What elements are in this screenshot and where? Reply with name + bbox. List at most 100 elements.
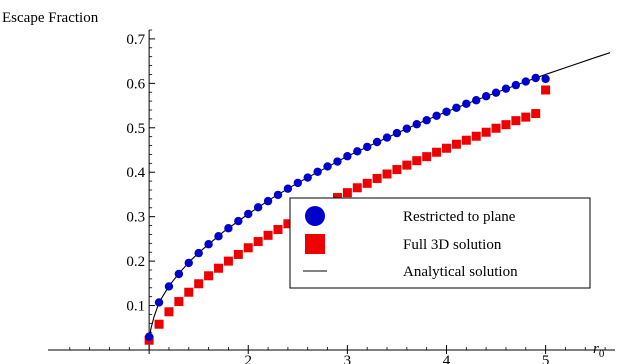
series-full-3d-point — [372, 173, 382, 183]
series-restricted-point — [392, 128, 402, 138]
series-restricted-point — [442, 107, 451, 116]
y-tick-label: 0.7 — [126, 32, 145, 48]
series-full-3d-point — [412, 156, 422, 166]
series-restricted-point — [412, 120, 421, 129]
series-restricted-point — [204, 240, 213, 249]
series-full-3d-point — [432, 147, 442, 157]
x-tick-label: 4 — [443, 353, 451, 364]
series-restricted-point — [501, 84, 511, 93]
series-restricted-point — [402, 124, 412, 133]
series-restricted-point — [283, 184, 293, 193]
series-full-3d-point — [352, 183, 362, 193]
series-restricted-point — [422, 116, 431, 125]
series-full-3d-point — [501, 120, 511, 130]
x-tick-label: 5 — [542, 353, 550, 364]
series-full-3d-point — [491, 123, 501, 133]
series-restricted-point — [154, 298, 164, 307]
series-restricted-point — [372, 137, 382, 147]
series-restricted-point — [511, 80, 521, 90]
series-restricted-point — [343, 152, 352, 161]
series-full-3d-point — [253, 237, 263, 247]
series-restricted-point — [362, 142, 372, 152]
y-tick-label: 0.3 — [126, 210, 145, 226]
series-full-3d-point — [233, 249, 243, 259]
series-full-3d-point — [441, 143, 451, 153]
series-full-3d-point — [243, 243, 253, 253]
series-restricted-point — [313, 167, 322, 176]
series-full-3d-point — [184, 287, 194, 297]
y-tick-label: 0.1 — [126, 299, 145, 315]
y-tick-label: 0.6 — [126, 76, 145, 92]
legend-marker-square — [305, 234, 325, 254]
series-full-3d-point — [154, 319, 164, 329]
series-full-3d-point — [362, 178, 372, 188]
series-restricted-point — [184, 258, 193, 268]
series-restricted-point — [244, 209, 253, 219]
y-tick-label: 0.4 — [126, 165, 145, 181]
x-axis-label-subscript: 0 — [599, 348, 605, 360]
series-full-3d-point — [283, 219, 293, 229]
series-restricted-point — [333, 157, 342, 166]
series-restricted-point — [323, 162, 332, 171]
series-restricted-point — [214, 232, 223, 241]
series-full-3d-point — [223, 256, 233, 266]
series-restricted-point — [491, 88, 501, 97]
series-full-3d-point — [451, 139, 461, 149]
series-restricted-point — [462, 99, 471, 108]
plot-area: 2 3 4 5 0.1 0.2 0.3 0.4 0.5 0.6 0.7 — [48, 29, 615, 364]
y-axis-label: Escape Fraction — [2, 10, 99, 26]
series-analytical-line — [148, 52, 611, 339]
series-restricted-point — [472, 96, 481, 105]
series-restricted-point — [224, 224, 233, 233]
legend-box — [289, 197, 591, 289]
series-restricted-point — [531, 73, 540, 83]
y-tick-label: 0.5 — [126, 121, 145, 137]
series-restricted-point — [303, 173, 312, 182]
series-restricted-point — [263, 196, 273, 206]
series-full-3d-point — [164, 307, 174, 317]
series-full-3d-point — [402, 160, 412, 170]
series-restricted-point — [432, 111, 441, 120]
series-full-3d-point — [194, 279, 204, 289]
series-restricted-point — [293, 178, 303, 188]
x-tick-label: 3 — [344, 353, 352, 364]
series-restricted-point — [253, 203, 263, 212]
series-restricted-point — [144, 332, 154, 341]
legend-label-analytical: Analytical solution — [403, 264, 518, 280]
series-full-3d-point — [471, 131, 481, 141]
x-tick-label: 2 — [244, 353, 252, 364]
series-full-3d-point — [461, 135, 471, 145]
y-tick-label: 0.2 — [126, 254, 145, 270]
series-full-3d-point — [263, 230, 273, 240]
series-full-3d-point — [511, 116, 521, 126]
series-full-3d-point — [273, 225, 283, 235]
x-axis-label-main: r — [593, 341, 599, 357]
series-full-3d-point — [481, 127, 491, 137]
legend-label-full-3d: Full 3D solution — [403, 237, 502, 253]
series-full-3d-point — [342, 188, 352, 198]
series-restricted-point — [273, 190, 283, 200]
series-restricted-point — [194, 248, 203, 258]
series-restricted-point — [481, 92, 491, 101]
legend-label-restricted: Restricted to plane — [403, 209, 516, 225]
series-restricted-point — [234, 216, 243, 226]
legend-marker-circle — [305, 206, 325, 226]
series-restricted-point — [521, 77, 530, 86]
series-restricted-point — [541, 74, 550, 84]
series-restricted-point — [353, 147, 362, 156]
series-restricted-point — [174, 269, 184, 279]
series-full-3d-point — [531, 109, 541, 119]
series-restricted-point — [164, 282, 174, 291]
series-full-3d-point — [174, 297, 184, 307]
legend: Restricted to plane Full 3D solution Ana… — [289, 197, 591, 289]
series-full-3d-point — [541, 85, 551, 95]
series-restricted-point — [382, 133, 392, 142]
series-full-3d-point — [422, 152, 432, 162]
series-full-3d-point — [204, 271, 214, 281]
series-full-3d-point — [521, 112, 531, 122]
x-axis-label: r0 — [593, 341, 605, 360]
series-full-3d-point — [382, 169, 392, 179]
series-full-3d-point — [214, 263, 224, 273]
series-restricted-point — [452, 103, 461, 112]
